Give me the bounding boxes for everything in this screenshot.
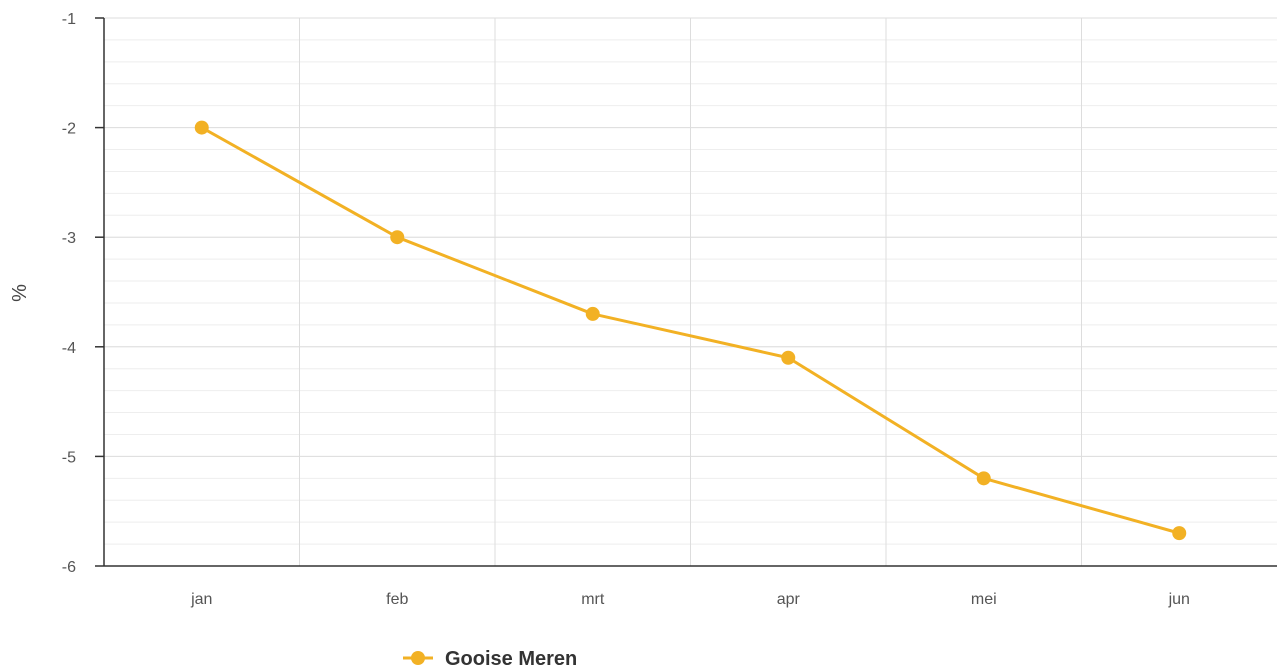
y-tick-label: -5 xyxy=(62,449,76,466)
data-point[interactable] xyxy=(1172,526,1187,541)
axes xyxy=(103,18,1277,567)
x-tick-label: apr xyxy=(777,591,801,608)
x-tick-label: feb xyxy=(386,591,408,608)
y-tick-label: -4 xyxy=(62,340,76,357)
data-point[interactable] xyxy=(390,230,405,245)
data-point[interactable] xyxy=(781,350,796,365)
series xyxy=(194,120,1187,541)
x-tick-label: mei xyxy=(971,591,997,608)
y-axis-title: % xyxy=(9,284,31,302)
y-tick-label: -3 xyxy=(62,230,76,247)
data-point[interactable] xyxy=(585,306,600,321)
data-point[interactable] xyxy=(194,120,209,135)
legend-series-name[interactable]: Gooise Meren xyxy=(445,648,577,669)
y-tick-label: -2 xyxy=(62,121,76,138)
y-tick-label: -1 xyxy=(62,11,76,28)
x-tick-label: jun xyxy=(1168,591,1190,608)
grid xyxy=(104,17,1277,567)
legend-series-marker xyxy=(411,651,425,665)
data-point[interactable] xyxy=(976,471,991,486)
x-axis-ticks: jan feb mrt apr mei jun xyxy=(190,591,1190,608)
x-tick-label: mrt xyxy=(581,591,605,608)
x-tick-label: jan xyxy=(190,591,212,608)
y-axis-ticks: -1 -2 -3 -4 -5 -6 xyxy=(62,11,104,576)
y-tick-label: -6 xyxy=(62,559,76,576)
legend[interactable]: Gooise Meren xyxy=(403,648,577,669)
series-line xyxy=(200,126,1181,535)
